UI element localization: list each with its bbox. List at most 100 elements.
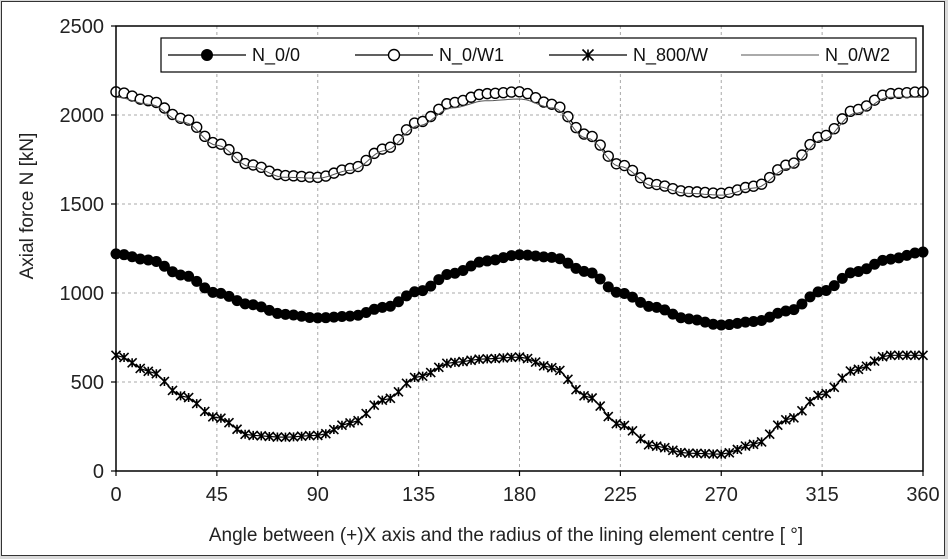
axes bbox=[111, 25, 924, 476]
series-2 bbox=[110, 350, 929, 460]
data-point bbox=[602, 150, 614, 162]
data-point bbox=[634, 171, 647, 184]
x-tick-label: 0 bbox=[110, 484, 121, 506]
data-point bbox=[626, 164, 639, 177]
data-point bbox=[562, 110, 574, 123]
legend-label: N_800/W bbox=[633, 45, 708, 66]
data-point bbox=[627, 425, 638, 436]
data-point bbox=[143, 366, 154, 377]
data-point bbox=[651, 441, 662, 452]
data-point bbox=[231, 424, 243, 435]
data-point bbox=[836, 113, 848, 125]
data-point bbox=[377, 395, 388, 406]
data-point bbox=[716, 449, 727, 460]
data-point bbox=[813, 390, 824, 401]
data-point bbox=[514, 352, 525, 363]
data-point bbox=[796, 405, 808, 416]
data-point bbox=[433, 362, 444, 373]
data-point bbox=[417, 371, 428, 382]
data-point bbox=[570, 384, 582, 395]
data-point bbox=[829, 382, 840, 393]
series-0 bbox=[110, 246, 929, 331]
data-point bbox=[392, 133, 405, 146]
data-point bbox=[869, 356, 880, 367]
data-point bbox=[828, 280, 840, 292]
data-point bbox=[626, 291, 638, 303]
data-point bbox=[183, 392, 194, 403]
data-point bbox=[570, 121, 582, 134]
grid-lines bbox=[116, 26, 923, 471]
legend-label: N_0/W1 bbox=[439, 45, 504, 66]
data-point bbox=[796, 298, 808, 310]
data-point bbox=[740, 441, 751, 452]
data-point bbox=[207, 411, 218, 422]
series-1 bbox=[110, 86, 929, 200]
data-point bbox=[659, 442, 670, 453]
data-point bbox=[393, 386, 404, 397]
data-point bbox=[635, 433, 646, 444]
data-point bbox=[312, 430, 323, 441]
data-point bbox=[119, 352, 130, 363]
data-point bbox=[772, 420, 783, 431]
data-point bbox=[554, 101, 566, 113]
data-point bbox=[433, 274, 445, 286]
data-point bbox=[264, 431, 275, 442]
data-point bbox=[400, 124, 413, 136]
data-point bbox=[135, 363, 146, 374]
data-point bbox=[619, 420, 630, 431]
data-point bbox=[804, 291, 816, 303]
data-point bbox=[158, 260, 170, 272]
y-axis-label: Axial force N [kN] bbox=[17, 133, 38, 280]
x-tick-label: 180 bbox=[503, 484, 536, 506]
data-point bbox=[643, 439, 654, 450]
y-tick-label: 2000 bbox=[60, 105, 105, 127]
y-tick-label: 500 bbox=[71, 372, 104, 394]
data-point bbox=[764, 429, 775, 440]
data-point bbox=[562, 257, 574, 269]
data-point bbox=[506, 352, 517, 363]
data-point bbox=[675, 447, 686, 458]
data-point bbox=[683, 448, 695, 459]
data-point bbox=[498, 352, 509, 363]
data-point bbox=[401, 378, 412, 389]
data-point bbox=[594, 273, 606, 285]
x-tick-label: 90 bbox=[307, 484, 329, 506]
data-point bbox=[595, 401, 606, 412]
data-point bbox=[530, 357, 541, 368]
series-3 bbox=[115, 96, 923, 196]
data-point bbox=[796, 149, 808, 161]
legend-marker bbox=[201, 49, 213, 61]
data-point bbox=[466, 355, 477, 366]
y-tick-label: 0 bbox=[93, 461, 104, 483]
data-point bbox=[482, 353, 493, 364]
data-point bbox=[732, 444, 743, 455]
data-point bbox=[190, 121, 203, 133]
data-point bbox=[837, 373, 848, 384]
legend-label: N_0/0 bbox=[252, 45, 300, 66]
x-tick-label: 225 bbox=[604, 484, 637, 506]
x-axis-label: Angle between (+)X axis and the radius o… bbox=[209, 525, 803, 546]
data-point bbox=[700, 448, 711, 459]
data-point bbox=[474, 354, 485, 365]
data-point bbox=[522, 353, 533, 364]
data-point bbox=[191, 398, 202, 409]
data-point bbox=[280, 432, 291, 443]
series-layer bbox=[110, 86, 929, 460]
data-point bbox=[336, 420, 348, 431]
data-point bbox=[804, 396, 816, 407]
data-point bbox=[385, 393, 396, 404]
data-point bbox=[828, 122, 840, 135]
data-point bbox=[240, 429, 251, 440]
data-point bbox=[150, 256, 162, 268]
data-point bbox=[877, 351, 888, 362]
data-point bbox=[392, 296, 404, 308]
x-tick-label: 270 bbox=[705, 484, 738, 506]
data-point bbox=[175, 390, 186, 401]
tick-labels: 0 45 90 135 180 225 270 315 360 0 500 1000 1500 2000 2… bbox=[60, 16, 940, 506]
data-point bbox=[191, 275, 203, 287]
data-point bbox=[320, 428, 331, 439]
data-point bbox=[788, 412, 799, 423]
data-point bbox=[231, 151, 243, 164]
data-point bbox=[159, 376, 170, 387]
